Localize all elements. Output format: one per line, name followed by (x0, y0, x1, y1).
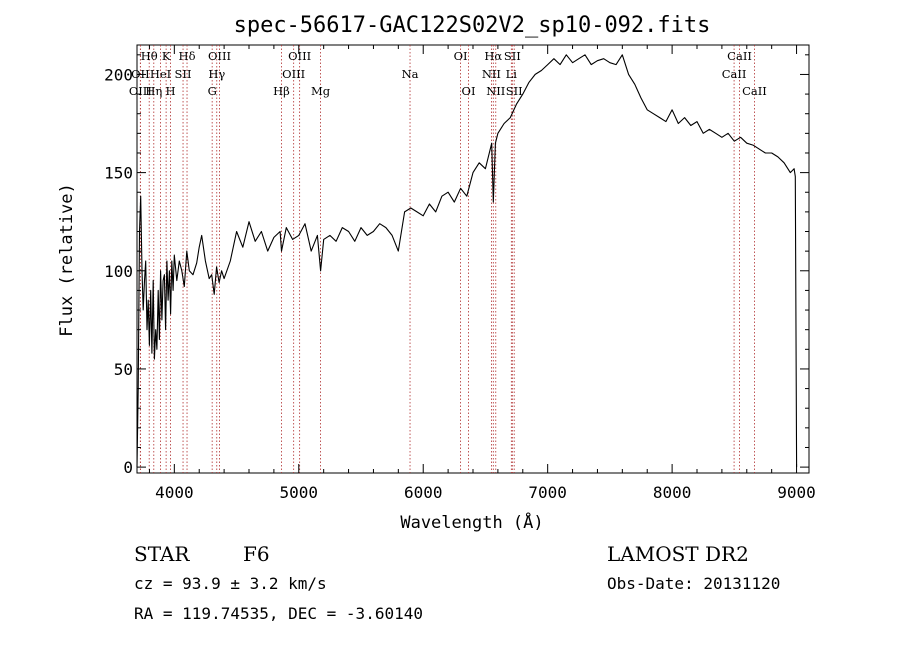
y-tick-label: 0 (123, 458, 133, 477)
line-id-label: K (162, 49, 171, 63)
line-id-label: Li (506, 67, 518, 81)
line-id-label: Hα (484, 49, 502, 63)
object-subclass: F6 (243, 542, 270, 566)
x-tick-label: 9000 (777, 483, 816, 502)
y-axis-label: Flux (relative) (57, 183, 77, 337)
y-tick-label: 50 (114, 360, 133, 379)
survey-name: LAMOST DR2 (607, 542, 749, 566)
x-tick-label: 7000 (528, 483, 567, 502)
line-id-label: Hβ (273, 84, 290, 98)
x-tick-label: 8000 (653, 483, 692, 502)
line-id-label: Hδ (179, 49, 196, 63)
line-id-label: Hη (145, 84, 162, 98)
line-id-label: NII (482, 67, 501, 81)
y-tick-label: 200 (104, 65, 133, 84)
line-markers (139, 45, 755, 473)
x-tick-label: 4000 (155, 483, 194, 502)
line-labels: HθOIIOIIIHηHeIKHSIIHδGHγOIIIHβOIIIOIIIMg… (129, 49, 767, 98)
line-id-label: SII (504, 49, 521, 63)
line-id-label: G (208, 84, 217, 98)
line-id-label: OIII (288, 49, 311, 63)
line-id-label: Hγ (208, 67, 225, 81)
line-id-label: OI (454, 49, 468, 63)
x-tick-label: 5000 (280, 483, 319, 502)
redshift-cz: cz = 93.9 ± 3.2 km/s (134, 574, 327, 593)
x-axis-ticks: 4000 5000 6000 7000 8000 9000 (148, 45, 816, 502)
line-id-label: Na (402, 67, 419, 81)
line-id-label: SII (175, 67, 192, 81)
line-id-label: CaII (742, 84, 767, 98)
line-id-label: HeI (150, 67, 171, 81)
line-id-label: Hθ (141, 49, 158, 63)
line-id-label: H (165, 84, 175, 98)
obs-date: Obs-Date: 20131120 (607, 574, 780, 593)
line-id-label: OI (462, 84, 476, 98)
line-id-label: OIII (129, 84, 152, 98)
spectrum-series-line (136, 54, 798, 468)
series-group (136, 54, 798, 468)
ra-dec: RA = 119.74535, DEC = -3.60140 (134, 604, 423, 623)
line-id-label: OIII (208, 49, 231, 63)
line-id-label: OIII (282, 67, 305, 81)
line-id-label: NII (486, 84, 505, 98)
line-id-label: Mg (311, 84, 331, 98)
y-axis-ticks: 0 50 100 150 200 (104, 54, 809, 477)
x-tick-label: 6000 (404, 483, 443, 502)
line-id-label: CaII (727, 49, 752, 63)
plot-frame (136, 44, 810, 474)
chart-title: spec-56617-GAC122S02V2_sp10-092.fits (234, 13, 711, 38)
object-class: STAR (134, 542, 190, 566)
y-tick-label: 100 (104, 262, 133, 281)
line-id-label: SII (506, 84, 523, 98)
line-id-label: CaII (722, 67, 747, 81)
x-axis-label: Wavelength (Å) (400, 511, 543, 533)
y-tick-label: 150 (104, 164, 133, 183)
